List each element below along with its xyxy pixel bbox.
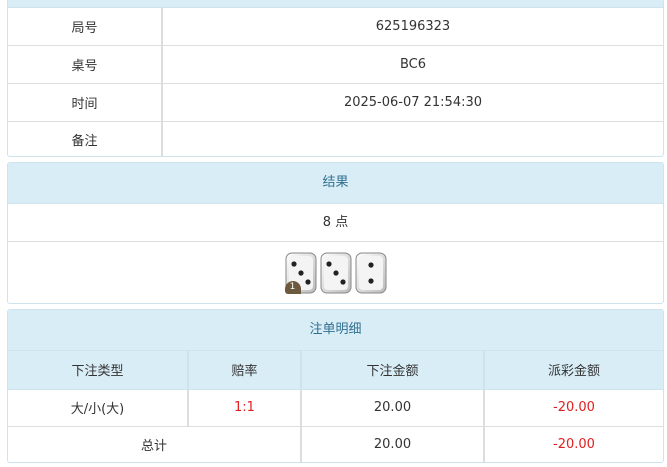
total-row: 总计 20.00 -20.00 — [8, 426, 663, 462]
dice-row: 1 — [8, 242, 663, 294]
bet-header-row: 下注类型 赔率 下注金额 派彩金额 — [8, 351, 663, 390]
info-row-round: 局号 625196323 — [8, 8, 663, 46]
pip — [339, 279, 346, 285]
time-value: 2025-06-07 21:54:30 — [161, 83, 663, 122]
bet-detail-title: 注单明细 — [8, 310, 663, 351]
time-label: 时间 — [8, 83, 162, 122]
info-row-time: 时间 2025-06-07 21:54:30 — [8, 83, 663, 122]
info-row-table: 桌号 BC6 — [8, 45, 663, 84]
total-label: 总计 — [140, 439, 167, 455]
die-badge: 1 — [284, 281, 301, 294]
info-header — [8, 0, 663, 8]
result-panel: 结果 8 点 1 — [7, 162, 664, 304]
note-value — [161, 121, 663, 156]
odds: 1:1 — [187, 389, 301, 427]
pip — [367, 262, 374, 268]
note-label: 备注 — [71, 134, 98, 150]
table-label: 桌号 — [8, 45, 162, 84]
pip — [290, 261, 297, 267]
result-title: 结果 — [8, 163, 663, 204]
header-bet-amount: 下注金额 — [300, 351, 484, 390]
header-bet-type: 下注类型 — [8, 351, 188, 390]
info-row-note: 备注 — [8, 121, 663, 156]
info-panel: 局号 625196323 桌号 BC6 时间 2025-06-07 21:54:30 … — [7, 0, 664, 157]
round-label: 局号 — [8, 8, 162, 46]
pip — [304, 279, 311, 285]
bet-amount: 20.00 — [300, 389, 484, 427]
header-payout: 派彩金额 — [483, 351, 663, 390]
header-odds: 赔率 — [187, 351, 301, 390]
bet-detail-panel: 注单明细 下注类型 赔率 下注金额 派彩金额 大/小(大) 1:1 20.00 … — [7, 309, 664, 463]
result-points: 8 点 — [8, 204, 663, 242]
payout: -20.00 — [483, 389, 663, 427]
total-amount: 20.00 — [300, 426, 484, 462]
bet-type: 大/小(大) — [8, 389, 188, 427]
pip — [367, 278, 374, 284]
pip — [325, 261, 332, 267]
table-value: BC6 — [161, 45, 663, 84]
die-2-icon — [355, 252, 387, 294]
total-payout: -20.00 — [483, 426, 663, 462]
pip — [297, 270, 304, 276]
table-row: 大/小(大) 1:1 20.00 -20.00 — [8, 389, 663, 427]
round-value: 625196323 — [161, 8, 663, 46]
pip — [332, 270, 339, 276]
die-3-icon: 1 — [284, 252, 317, 294]
die-3-icon — [320, 252, 352, 294]
